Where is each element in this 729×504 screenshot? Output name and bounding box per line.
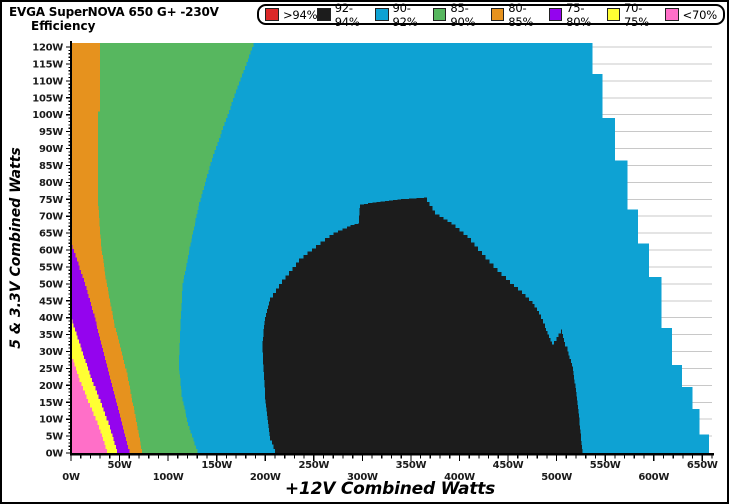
- legend-label: 75-80%: [566, 0, 592, 29]
- y-axis-title: 5 & 3.3V Combined Watts: [8, 147, 24, 349]
- y-tick-label: 90W: [39, 144, 63, 155]
- y-tick-label: 65W: [39, 229, 63, 240]
- legend-item: 90-92%: [375, 0, 433, 29]
- legend-label: 90-92%: [392, 0, 418, 29]
- y-tick-label: 5W: [46, 432, 64, 443]
- x-axis-title: +12V Combined Watts: [284, 479, 496, 499]
- y-tick-label: 60W: [39, 246, 63, 257]
- legend-item: 92-94%: [317, 0, 375, 29]
- x-tick-label: 650W: [687, 460, 718, 471]
- y-tick-label: 115W: [32, 59, 63, 70]
- x-tick-label: 300W: [347, 472, 378, 483]
- y-tick-label: 25W: [39, 364, 63, 375]
- x-tick-label: 600W: [638, 472, 669, 483]
- legend-swatch: [375, 8, 389, 21]
- y-tick-label: 30W: [39, 347, 63, 358]
- y-tick-label: 110W: [32, 76, 63, 87]
- legend-swatch: [433, 8, 447, 21]
- x-tick-label: 450W: [493, 460, 524, 471]
- y-tick-label: 0W: [46, 449, 64, 460]
- y-tick-label: 80W: [39, 178, 63, 189]
- legend-label: <70%: [682, 7, 718, 22]
- legend-item: >94%: [265, 7, 318, 22]
- chart-title-line1: EVGA SuperNOVA 650 G+ -230V: [9, 5, 219, 19]
- chart-title: EVGA SuperNOVA 650 G+ -230V Efficiency: [9, 5, 219, 33]
- chart-title-line2: Efficiency: [31, 19, 96, 33]
- legend: >94% 92-94% 90-92% 85-90% 80-85% 75-80% 70-75%…: [257, 2, 725, 29]
- y-tick-label: 55W: [39, 262, 63, 273]
- legend-label: 70-75%: [623, 0, 649, 29]
- legend-label: 85-90%: [450, 0, 476, 29]
- y-tick-label: 15W: [39, 398, 63, 409]
- y-tick-label: 95W: [39, 127, 63, 138]
- legend-swatch: [317, 8, 331, 21]
- legend-item: <70%: [664, 7, 718, 22]
- y-tick-label: 70W: [39, 212, 63, 223]
- legend-item: 80-85%: [490, 0, 549, 29]
- x-tick-label: 0W: [62, 472, 80, 483]
- y-tick-label: 100W: [32, 110, 63, 121]
- legend-swatch: [490, 8, 505, 21]
- x-tick-label: 50W: [108, 460, 132, 471]
- x-tick-label: 100W: [153, 472, 184, 483]
- y-tick-label: 45W: [39, 296, 63, 307]
- legend-swatch: [606, 8, 620, 21]
- y-tick-label: 85W: [39, 161, 63, 172]
- x-tick-label: 350W: [396, 460, 427, 471]
- legend-item: 70-75%: [606, 0, 665, 29]
- x-tick-label: 550W: [590, 460, 621, 471]
- x-tick-label: 400W: [444, 472, 475, 483]
- y-tick-label: 50W: [39, 279, 63, 290]
- legend-label: 80-85%: [508, 0, 534, 29]
- y-tick-label: 120W: [32, 43, 63, 54]
- legend-label: >94%: [283, 7, 318, 22]
- region-lt70pct: [71, 354, 107, 453]
- x-tick-label: 500W: [541, 472, 572, 483]
- legend-item: 75-80%: [548, 0, 607, 29]
- y-tick-label: 105W: [32, 93, 63, 104]
- y-tick-label: 40W: [39, 313, 63, 324]
- y-tick-label: 10W: [39, 415, 63, 426]
- region-92-94pct: [262, 197, 583, 453]
- x-tick-label: 150W: [201, 460, 232, 471]
- y-tick-label: 75W: [39, 195, 63, 206]
- legend-swatch: [548, 8, 563, 21]
- x-tick-label: 250W: [298, 460, 329, 471]
- legend-swatch: [664, 8, 679, 21]
- x-tick-label: 200W: [250, 472, 281, 483]
- legend-label: 92-94%: [334, 0, 360, 29]
- legend-swatch: [265, 8, 279, 21]
- legend-item: 85-90%: [433, 0, 491, 29]
- y-tick-label: 35W: [39, 330, 63, 341]
- y-tick-label: 20W: [39, 381, 63, 392]
